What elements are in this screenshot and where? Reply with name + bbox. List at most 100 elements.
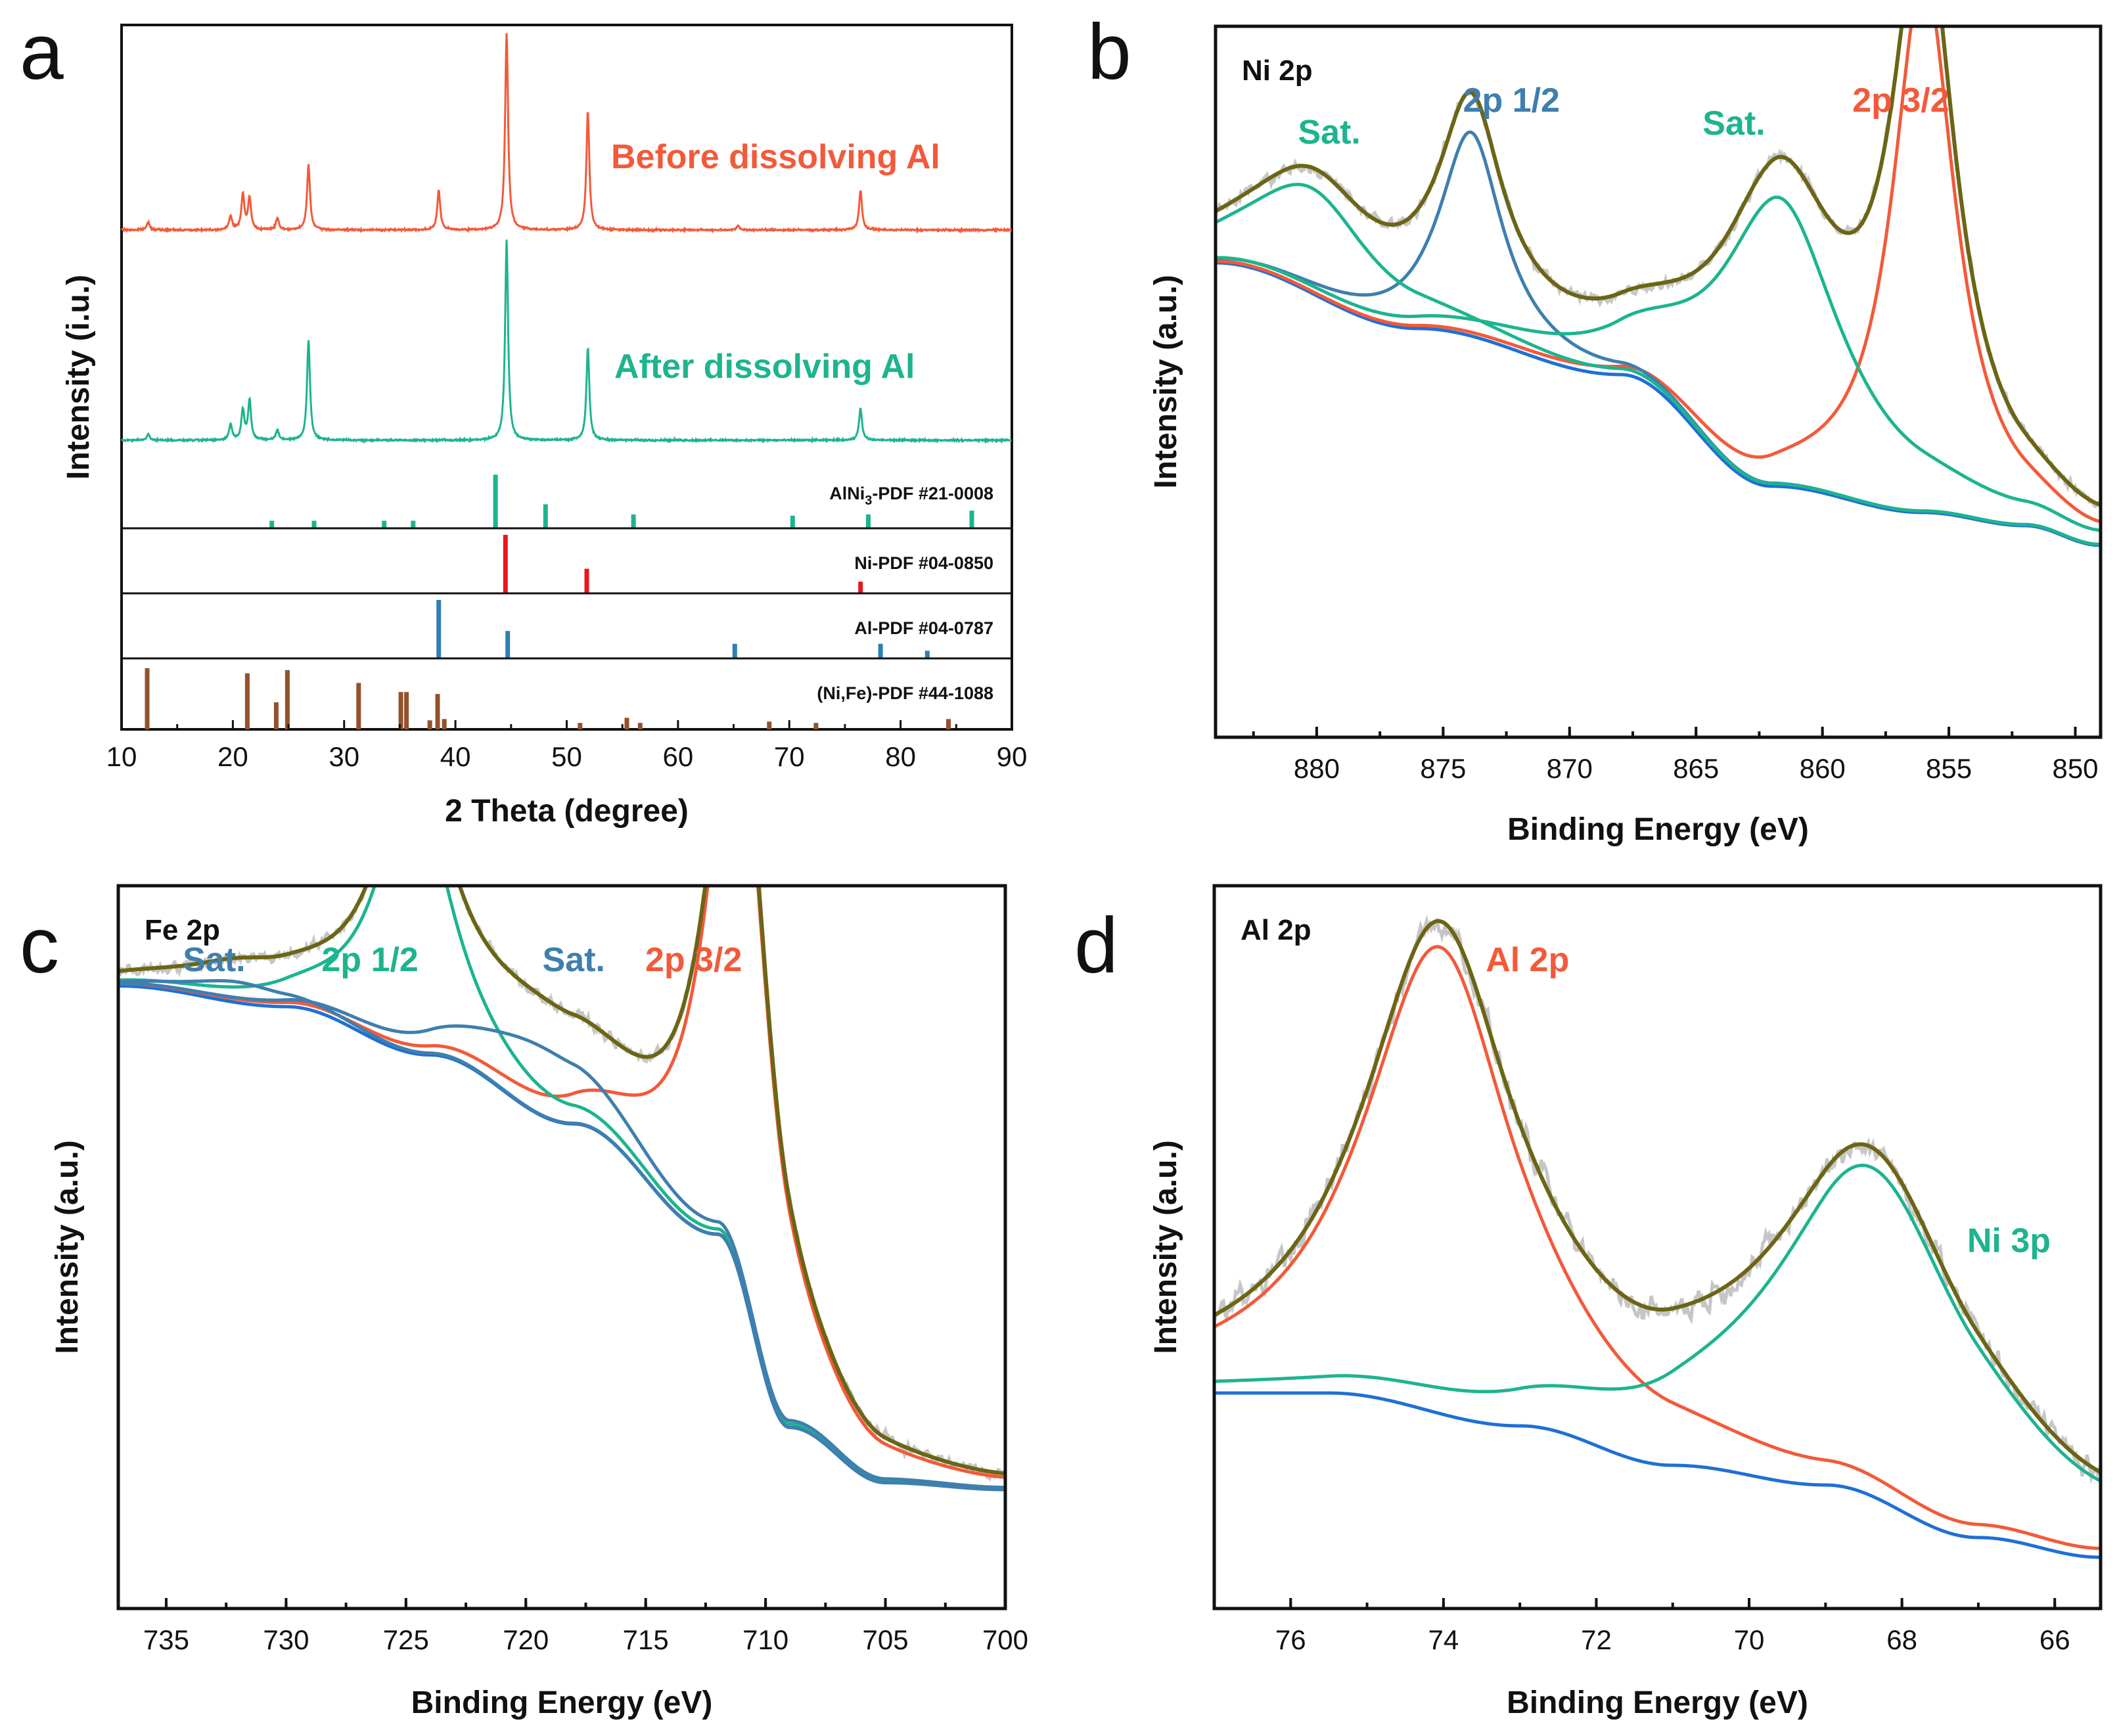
x-tick-label: 700: [982, 1624, 1028, 1655]
x-tick-label: 860: [1800, 753, 1846, 784]
panel-d-title: Al 2p: [1241, 914, 1311, 946]
ref-label-sub: 3: [865, 493, 872, 508]
x-tick-label: 76: [1275, 1624, 1306, 1655]
x-tick-label: 715: [623, 1624, 669, 1655]
ref-stick: [503, 535, 508, 593]
x-tick-label: 72: [1581, 1624, 1612, 1655]
ref-label-tail: -PDF #21-0008: [872, 484, 993, 503]
ref-stick: [311, 520, 317, 528]
x-tick-label: 70: [774, 741, 805, 772]
panel-b-plot: [1216, 26, 2101, 547]
ref-stick: [493, 474, 498, 528]
ref-stick: [858, 582, 863, 593]
ref-stick: [878, 643, 883, 659]
ref-stick: [269, 520, 275, 528]
ref-stick: [404, 692, 409, 729]
fit-component-3: [118, 982, 1005, 1490]
x-tick-label: 710: [742, 1624, 788, 1655]
x-tick-label: 70: [1734, 1624, 1765, 1655]
x-tick-label: 725: [383, 1624, 429, 1655]
ref-stick: [631, 514, 636, 528]
peak-annotation-2: Ni 3p: [1967, 1222, 2051, 1260]
ref-label-1: AlNi3-PDF #21-0008: [829, 484, 993, 508]
background-line: [1214, 1391, 2101, 1559]
x-tick-label: 10: [106, 741, 137, 772]
peak-annotation-1: 2p 3/2: [1852, 81, 1949, 120]
ref-stick: [866, 514, 871, 528]
x-axis-title: Binding Energy (eV): [1507, 1685, 1808, 1720]
panel-d-frame: [1212, 884, 2103, 1610]
fit-component-2: [1214, 1164, 2101, 1483]
fit-component-1: [118, 886, 1005, 1479]
x-tick-label: 875: [1420, 753, 1466, 784]
x-tick-label: 735: [143, 1624, 189, 1655]
x-tick-label: 60: [663, 741, 694, 772]
ref-label-main: Al-PDF #04-0787: [854, 618, 993, 638]
x-tick-label: 705: [863, 1624, 909, 1655]
x-tick-label: 50: [551, 741, 582, 772]
x-tick-label: 66: [2039, 1624, 2070, 1655]
x-tick-label: 870: [1547, 753, 1593, 784]
x-tick-label: 850: [2052, 753, 2098, 784]
ref-stick: [624, 718, 629, 729]
fit-envelope: [118, 886, 1005, 1476]
ref-stick: [813, 723, 819, 729]
ref-label-main: (Ni,Fe)-PDF #44-1088: [817, 683, 993, 703]
fit-component-4: [118, 979, 1005, 1492]
x-axis-title: 2 Theta (degree): [445, 794, 689, 829]
panel-a-letter: a: [20, 8, 64, 96]
ref-stick: [382, 520, 387, 528]
peak-annotation-1: 2p 3/2: [645, 941, 742, 979]
fit-component-1: [1214, 945, 2101, 1551]
ref-stick: [946, 719, 951, 729]
ref-stick: [732, 643, 737, 659]
x-tick-label: 68: [1886, 1624, 1917, 1655]
x-tick-label: 40: [440, 741, 471, 772]
panel-b: 880 875 870 865 860 855 850 b Ni 2p 2p 3/2 2p 1/2 S…: [1087, 8, 2103, 847]
ref-stick: [969, 511, 974, 528]
xrd-pattern-1: [120, 33, 1012, 234]
fit-envelope: [1214, 919, 2101, 1474]
ref-label-4: (Ni,Fe)-PDF #44-1088: [817, 683, 993, 703]
xrd-pattern-2: [121, 239, 1013, 445]
panel-b-letter: b: [1087, 8, 1131, 96]
ref-label-main: AlNi: [829, 484, 865, 503]
ref-label-2: Ni-PDF #04-0850: [854, 553, 993, 573]
ref-label-main: Ni-PDF #04-0850: [854, 553, 993, 573]
panel-c-plot: [118, 886, 1005, 1492]
x-tick-label: 865: [1673, 753, 1719, 784]
xrd-series-label-2: After dissolving Al: [614, 348, 915, 386]
fit-component-1: [1216, 26, 2101, 524]
x-tick-label: 30: [329, 741, 359, 772]
panel-c-letter: c: [20, 902, 59, 990]
ref-stick: [285, 670, 290, 729]
y-axis-title: Intensity (i.u.): [61, 275, 96, 480]
peak-annotation-3: Sat.: [183, 941, 245, 979]
panel-d: 76 74 72 70 68 66 d Al 2p Al 2p Ni 3p Binding Ener…: [1074, 884, 2103, 1720]
ref-stick: [543, 504, 548, 528]
panel-a: a Before dissolving Al After dissolving Al…: [20, 8, 1027, 829]
peak-annotation-2: 2p 1/2: [1463, 81, 1560, 120]
x-tick-label: 720: [503, 1624, 549, 1655]
fit-envelope: [1216, 26, 2101, 507]
x-tick-label: 20: [217, 741, 248, 772]
x-tick-label: 855: [1926, 753, 1972, 784]
ref-stick: [767, 721, 772, 729]
ref-stick: [435, 694, 440, 729]
ref-stick: [356, 683, 361, 729]
panel-c-frame: [116, 884, 1007, 1610]
ref-stick: [398, 692, 403, 729]
ref-label-3: Al-PDF #04-0787: [854, 618, 993, 638]
ref-stick: [790, 515, 795, 528]
ref-stick: [578, 723, 583, 729]
peak-annotation-4: Sat.: [543, 941, 605, 979]
ref-stick: [244, 673, 250, 729]
y-axis-title: Intensity (a.u.): [1149, 1140, 1183, 1354]
panel-d-letter: d: [1074, 902, 1118, 990]
ref-stick: [427, 720, 432, 729]
ref-stick: [436, 600, 442, 658]
x-tick-label: 80: [885, 741, 916, 772]
fit-component-2: [118, 886, 1005, 1490]
peak-annotation-2: 2p 1/2: [321, 941, 418, 979]
ref-stick: [145, 668, 150, 729]
